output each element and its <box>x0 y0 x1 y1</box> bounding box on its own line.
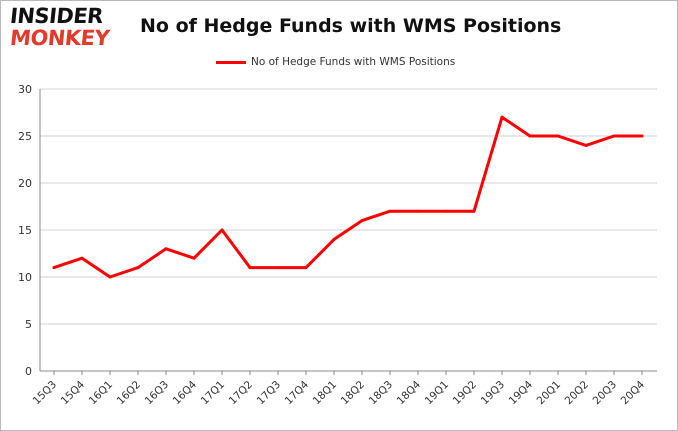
data-point <box>416 209 420 213</box>
chart-legend: No of Hedge Funds with WMS Positions <box>216 55 455 69</box>
x-tick-label: 18Q2 <box>339 379 368 408</box>
x-tick-label: 16Q2 <box>115 379 144 408</box>
y-tick-label: 30 <box>18 83 32 96</box>
data-point <box>556 134 560 138</box>
data-point <box>80 256 84 260</box>
y-tick-label: 15 <box>18 224 32 237</box>
data-point <box>136 266 140 270</box>
x-tick-label: 15Q4 <box>59 378 88 407</box>
data-point <box>192 256 196 260</box>
x-tick-label: 16Q3 <box>143 379 172 408</box>
data-point <box>472 209 476 213</box>
x-tick-label: 18Q3 <box>367 379 396 408</box>
x-tick-label: 15Q3 <box>31 379 60 408</box>
x-tick-label: 18Q1 <box>311 379 340 408</box>
y-tick-label: 0 <box>25 365 32 378</box>
data-point <box>332 237 336 241</box>
x-tick-label: 17Q2 <box>227 379 256 408</box>
legend-swatch <box>216 60 246 64</box>
data-point <box>444 209 448 213</box>
data-point <box>612 134 616 138</box>
x-tick-label: 17Q1 <box>199 379 228 408</box>
x-tick-label: 19Q3 <box>479 379 508 408</box>
data-point <box>52 266 56 270</box>
x-tick-label: 19Q4 <box>507 378 536 407</box>
data-point <box>584 143 588 147</box>
y-tick-label: 5 <box>25 318 32 331</box>
x-tick-label: 18Q4 <box>395 378 424 407</box>
x-tick-label: 20Q3 <box>591 379 620 408</box>
legend-label: No of Hedge Funds with WMS Positions <box>251 56 456 68</box>
data-point <box>360 219 364 223</box>
data-point <box>500 115 504 119</box>
x-tick-label: 20Q4 <box>619 378 648 407</box>
x-tick-label: 17Q4 <box>283 378 312 407</box>
data-point <box>304 266 308 270</box>
data-point <box>248 266 252 270</box>
x-tick-label: 19Q2 <box>451 379 480 408</box>
data-point <box>164 247 168 251</box>
x-tick-label: 17Q3 <box>255 379 284 408</box>
x-tick-label: 20Q2 <box>563 379 592 408</box>
data-point <box>388 209 392 213</box>
chart-title: No of Hedge Funds with WMS Positions <box>140 15 562 37</box>
x-tick-label: 19Q1 <box>423 379 452 408</box>
data-point <box>640 134 644 138</box>
data-point <box>220 228 224 232</box>
x-tick-label: 20Q1 <box>535 379 564 408</box>
x-tick-label: 16Q4 <box>171 378 200 407</box>
series-line <box>52 115 644 279</box>
y-tick-label: 10 <box>18 271 32 284</box>
data-point <box>108 275 112 279</box>
data-point <box>528 134 532 138</box>
x-tick-label: 16Q1 <box>87 379 116 408</box>
data-point <box>276 266 280 270</box>
y-tick-label: 25 <box>18 130 32 143</box>
y-tick-label: 20 <box>18 177 32 190</box>
